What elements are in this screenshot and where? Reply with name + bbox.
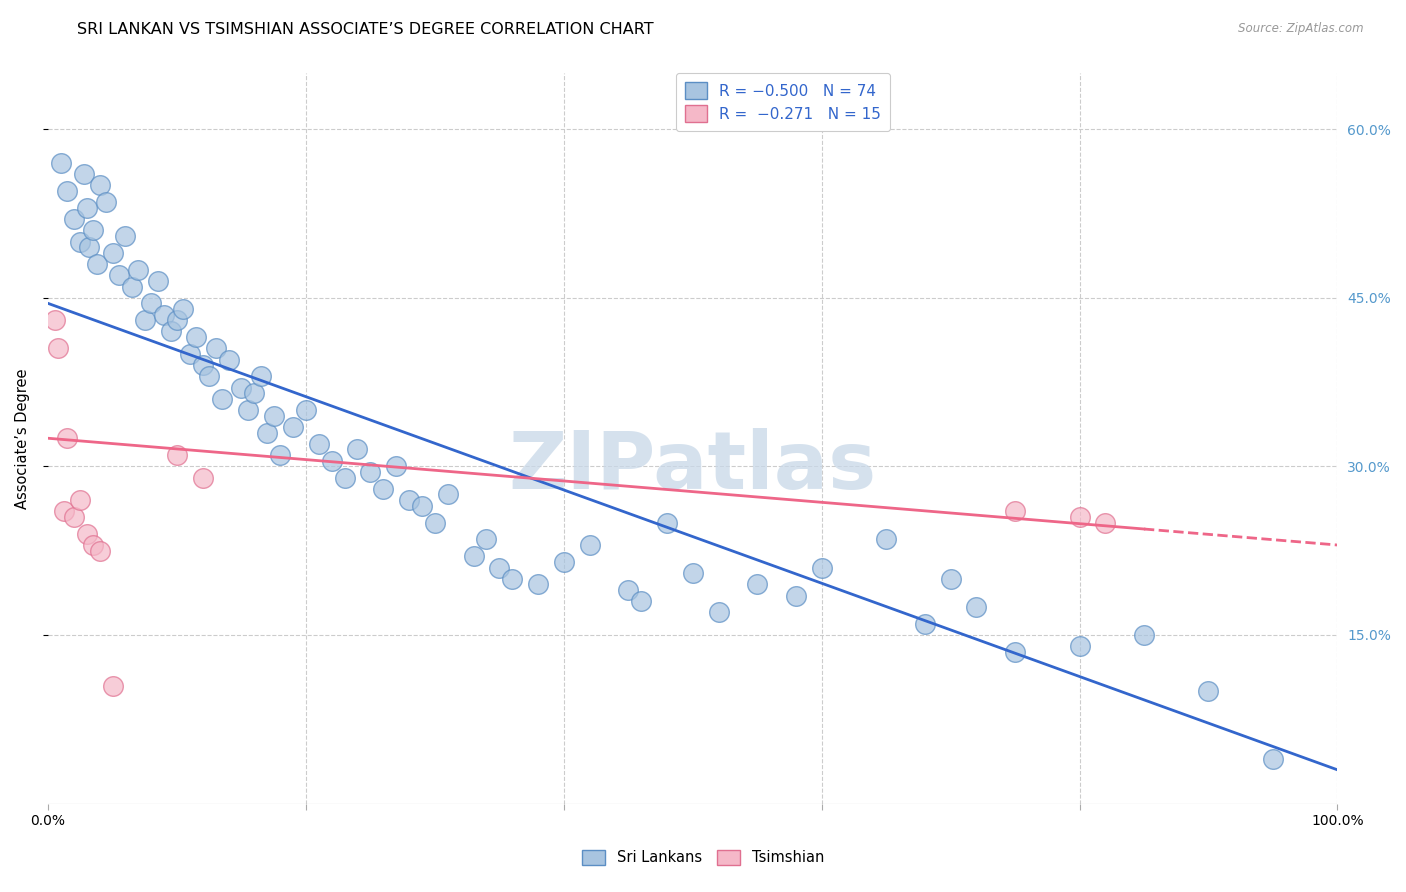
- Point: [488, 560, 510, 574]
- Text: Source: ZipAtlas.com: Source: ZipAtlas.com: [1239, 22, 1364, 36]
- Point: [411, 499, 433, 513]
- Point: [82, 223, 104, 237]
- Point: [1198, 684, 1220, 698]
- Point: [1004, 504, 1026, 518]
- Point: [159, 325, 181, 339]
- Point: [423, 516, 446, 530]
- Point: [501, 572, 523, 586]
- Legend: Sri Lankans, Tsimshian: Sri Lankans, Tsimshian: [576, 844, 830, 871]
- Point: [44, 313, 66, 327]
- Point: [211, 392, 233, 406]
- Point: [52, 504, 75, 518]
- Point: [617, 582, 640, 597]
- Point: [204, 342, 226, 356]
- Point: [578, 538, 600, 552]
- Point: [172, 301, 194, 316]
- Point: [82, 538, 104, 552]
- Text: ZIPatlas: ZIPatlas: [509, 428, 877, 507]
- Point: [785, 589, 807, 603]
- Point: [166, 448, 188, 462]
- Point: [398, 493, 420, 508]
- Point: [179, 347, 201, 361]
- Point: [914, 616, 936, 631]
- Point: [527, 577, 550, 591]
- Point: [101, 679, 124, 693]
- Point: [76, 526, 98, 541]
- Point: [553, 555, 575, 569]
- Point: [191, 358, 214, 372]
- Point: [707, 606, 730, 620]
- Point: [308, 437, 330, 451]
- Point: [655, 516, 678, 530]
- Point: [1094, 516, 1116, 530]
- Point: [166, 313, 188, 327]
- Point: [236, 403, 259, 417]
- Point: [281, 420, 304, 434]
- Point: [359, 465, 381, 479]
- Point: [141, 296, 163, 310]
- Point: [346, 442, 368, 457]
- Point: [127, 262, 149, 277]
- Point: [76, 201, 98, 215]
- Point: [475, 533, 498, 547]
- Point: [436, 487, 458, 501]
- Point: [114, 229, 136, 244]
- Point: [385, 459, 408, 474]
- Point: [79, 240, 101, 254]
- Point: [94, 195, 117, 210]
- Point: [256, 425, 278, 440]
- Point: [231, 381, 253, 395]
- Point: [249, 369, 271, 384]
- Point: [89, 178, 111, 193]
- Legend: R = −0.500   N = 74, R =  −0.271   N = 15: R = −0.500 N = 74, R = −0.271 N = 15: [676, 73, 890, 131]
- Point: [101, 245, 124, 260]
- Point: [333, 470, 356, 484]
- Point: [321, 454, 343, 468]
- Point: [295, 403, 318, 417]
- Point: [186, 330, 208, 344]
- Point: [191, 470, 214, 484]
- Point: [939, 572, 962, 586]
- Point: [1004, 645, 1026, 659]
- Point: [1133, 628, 1156, 642]
- Point: [56, 431, 79, 445]
- Point: [48, 342, 70, 356]
- Point: [243, 386, 266, 401]
- Point: [1261, 751, 1284, 765]
- Point: [965, 599, 987, 614]
- Point: [218, 352, 240, 367]
- Point: [373, 482, 395, 496]
- Point: [86, 257, 108, 271]
- Point: [263, 409, 285, 423]
- Point: [121, 279, 143, 293]
- Point: [63, 510, 86, 524]
- Point: [146, 274, 169, 288]
- Point: [682, 566, 704, 581]
- Point: [69, 493, 91, 508]
- Point: [463, 549, 485, 564]
- Point: [1069, 639, 1091, 653]
- Point: [1069, 510, 1091, 524]
- Point: [69, 235, 91, 249]
- Point: [63, 212, 86, 227]
- Point: [630, 594, 652, 608]
- Point: [49, 156, 72, 170]
- Point: [269, 448, 291, 462]
- Point: [89, 543, 111, 558]
- Point: [73, 167, 96, 181]
- Point: [875, 533, 897, 547]
- Point: [134, 313, 156, 327]
- Y-axis label: Associate’s Degree: Associate’s Degree: [15, 368, 30, 508]
- Point: [108, 268, 131, 283]
- Point: [153, 308, 176, 322]
- Point: [56, 184, 79, 198]
- Point: [747, 577, 769, 591]
- Point: [198, 369, 221, 384]
- Point: [810, 560, 832, 574]
- Text: SRI LANKAN VS TSIMSHIAN ASSOCIATE’S DEGREE CORRELATION CHART: SRI LANKAN VS TSIMSHIAN ASSOCIATE’S DEGR…: [77, 22, 654, 37]
